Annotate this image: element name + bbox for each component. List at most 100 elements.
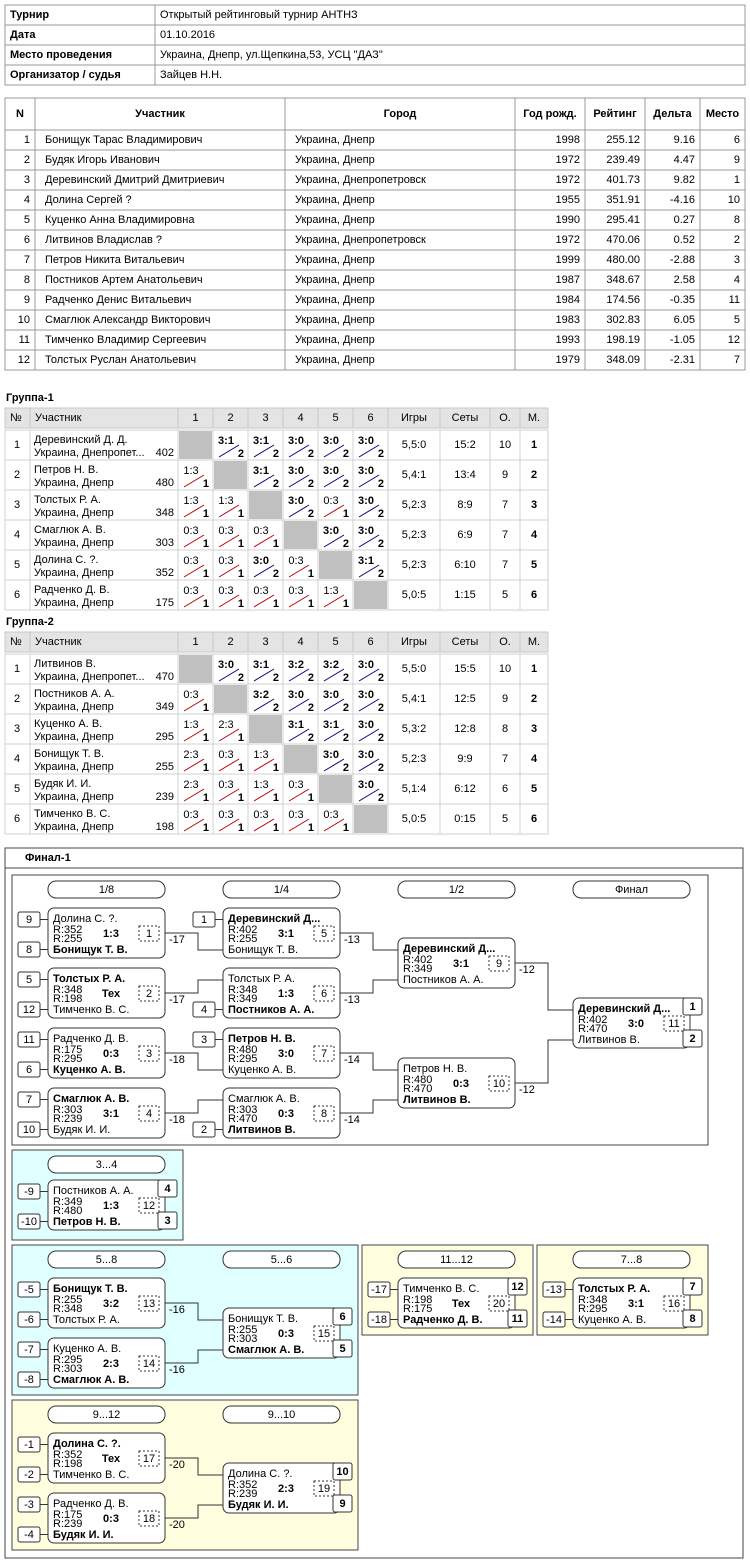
- score-slash: [323, 728, 345, 742]
- score-slash: [358, 444, 380, 458]
- round-label: 5...8: [96, 1254, 117, 1266]
- place-box: [682, 1277, 703, 1296]
- match-box: [397, 937, 516, 989]
- score: 3:0: [288, 495, 304, 507]
- cell-text: Куценко Анна Владимировна: [45, 214, 195, 226]
- match-score: 1:3: [278, 988, 294, 1000]
- score: 0:3: [288, 555, 303, 567]
- score-points: 2: [378, 732, 384, 744]
- match-number-box: [313, 985, 335, 1002]
- score: 3:1: [253, 435, 269, 447]
- info-label: Организатор / судья: [10, 69, 121, 81]
- player-rating: R:480: [53, 1205, 82, 1217]
- sets: 12:8: [454, 723, 475, 735]
- final-place: 6: [339, 1311, 345, 1323]
- place-box: [157, 1211, 178, 1230]
- diagonal-cell: [214, 685, 247, 713]
- round-label-box: [47, 880, 166, 899]
- player-name: Смаглюк А. В.: [228, 1344, 304, 1356]
- score-slash: [358, 668, 380, 682]
- player-name: Литвинов В.: [228, 1124, 296, 1136]
- player-rating: R:349: [53, 1196, 82, 1208]
- round-label-box: [572, 880, 691, 899]
- group-cell: [519, 653, 549, 685]
- cell-text: Бонищук Тарас Владимирович: [45, 134, 202, 146]
- group-header-label: О.: [499, 412, 511, 424]
- final-title: Финал-1: [25, 852, 71, 864]
- group-cell: [177, 489, 214, 521]
- score: 2:3: [183, 749, 198, 761]
- player-name: Будяк И. И.: [228, 1499, 289, 1511]
- games: 5,2:3: [402, 753, 426, 765]
- player-name: Постников А. А.: [403, 974, 484, 986]
- match-number-box: [313, 1045, 335, 1062]
- player-city: Украина, Днепр: [34, 701, 114, 713]
- loser-target: -18: [169, 1054, 185, 1066]
- score: 3:0: [358, 659, 374, 671]
- player-rating: R:480: [403, 1074, 432, 1086]
- player-rating: R:349: [228, 993, 257, 1005]
- row-number: 2: [14, 469, 20, 481]
- sets: 0:15: [454, 813, 475, 825]
- round-label: Финал: [615, 884, 648, 896]
- place-box: [332, 1462, 353, 1481]
- loser-target: -17: [169, 934, 185, 946]
- sets: 6:10: [454, 559, 475, 571]
- score-slash: [218, 594, 240, 608]
- player-name: Будяк И. И.: [53, 1529, 114, 1541]
- connector: [340, 932, 398, 951]
- score-slash: [358, 758, 380, 772]
- place-box: [507, 1309, 528, 1328]
- player-rating: 295: [156, 731, 174, 743]
- cell-text: 6.05: [674, 314, 695, 326]
- player-rating: 255: [156, 761, 174, 773]
- points: 7: [502, 753, 508, 765]
- group-cell: [4, 519, 31, 551]
- match-number: 19: [318, 1483, 330, 1495]
- score: 1:3: [253, 779, 268, 791]
- cell-text: 2: [24, 154, 30, 166]
- score-slash: [358, 534, 380, 548]
- score: 3:2: [323, 659, 339, 671]
- points: 9: [502, 469, 508, 481]
- group-cell: [29, 713, 179, 745]
- place: 4: [531, 529, 538, 541]
- round-label-box: [572, 1250, 691, 1269]
- group-header-label: Игры: [401, 412, 427, 424]
- player-rating: R:239: [53, 1113, 82, 1125]
- score-points: 2: [343, 702, 349, 714]
- score: 0:3: [183, 525, 198, 537]
- final-place: 3: [164, 1215, 170, 1227]
- player-rating: R:295: [228, 1053, 257, 1065]
- score-slash: [183, 728, 205, 742]
- sets: 12:5: [454, 693, 475, 705]
- player-city: Украина, Днепропет...: [34, 671, 145, 683]
- player-rating: 470: [156, 671, 174, 683]
- player-name: Постников А. А.: [228, 1004, 314, 1016]
- score-slash: [253, 564, 275, 578]
- cell-text: Украина, Днепр: [295, 134, 375, 146]
- cell-text: Украина, Днепропетровск: [295, 174, 426, 186]
- player-rating: R:295: [53, 1053, 82, 1065]
- player-rating: R:349: [403, 963, 432, 975]
- group-cell: [247, 579, 284, 611]
- group-cell: [387, 579, 441, 611]
- group-cell: [29, 459, 179, 491]
- group-cell: [212, 519, 249, 551]
- match-box: [397, 1277, 516, 1329]
- match-box: [47, 1432, 166, 1484]
- score-points: 2: [378, 702, 384, 714]
- score-points: 2: [308, 732, 314, 744]
- player-rating: R:175: [403, 1303, 432, 1315]
- round-label: 5...6: [271, 1254, 292, 1266]
- score-points: 2: [343, 672, 349, 684]
- score-slash: [253, 788, 275, 802]
- group-header-label: 3: [262, 412, 268, 424]
- group-cell: [282, 653, 319, 685]
- seed: -10: [21, 1216, 37, 1228]
- group-cell: [212, 549, 249, 581]
- games: 5,4:1: [402, 693, 426, 705]
- cell: [4, 229, 36, 251]
- match-box: [47, 1027, 166, 1079]
